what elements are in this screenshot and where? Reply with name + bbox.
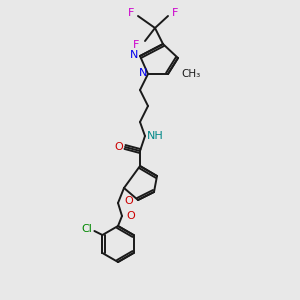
Text: NH: NH — [147, 131, 164, 141]
Text: N: N — [130, 50, 138, 60]
Text: O: O — [127, 211, 135, 221]
Text: O: O — [115, 142, 123, 152]
Text: F: F — [172, 8, 178, 18]
Text: F: F — [128, 8, 134, 18]
Text: N: N — [139, 68, 147, 78]
Text: O: O — [124, 196, 134, 206]
Text: CH₃: CH₃ — [181, 69, 200, 79]
Text: F: F — [133, 40, 139, 50]
Text: Cl: Cl — [81, 224, 92, 234]
